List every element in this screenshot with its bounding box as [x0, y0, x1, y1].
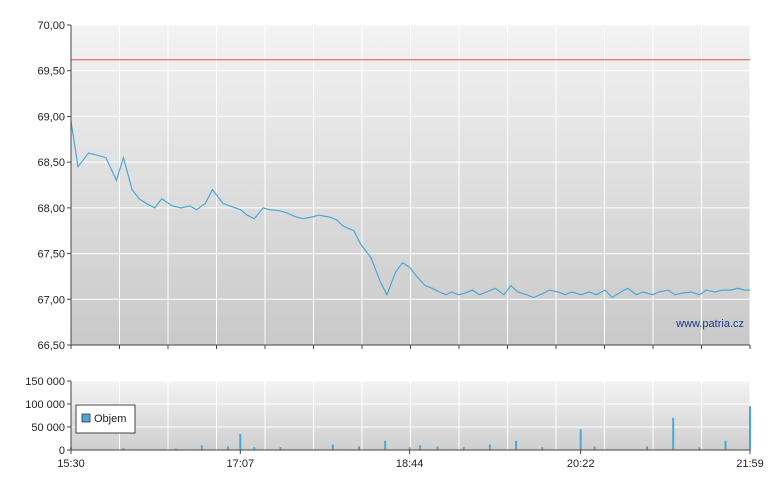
volume-bar [488, 444, 491, 450]
volume-bars [70, 406, 751, 450]
volume-bar [515, 440, 518, 450]
volume-bar [672, 417, 675, 450]
volume-bar [200, 445, 203, 450]
volume-bar [646, 446, 649, 450]
legend-box: Objem [75, 404, 136, 434]
volume-bar [331, 444, 334, 450]
volume-x-tick-label: 17:07 [227, 458, 255, 470]
volume-bar [541, 447, 544, 450]
legend-label: Objem [94, 413, 126, 425]
legend-swatch [81, 413, 91, 423]
volume-bar [174, 448, 177, 450]
volume-bar [698, 447, 701, 450]
volume-y-axis: 150 000 100 000 50 000 0 [25, 376, 71, 457]
volume-bar [462, 447, 465, 450]
volume-x-tick-label: 18:44 [396, 458, 424, 470]
price-series-line [70, 120, 750, 299]
volume-bar [384, 440, 387, 450]
price-grid [71, 24, 751, 346]
volume-bar [253, 447, 256, 450]
volume-y-tick-label: 100 000 [25, 399, 65, 411]
price-y-tick-label: 68,00 [37, 203, 65, 215]
volume-bar [436, 446, 439, 450]
volume-bar [724, 440, 727, 450]
volume-x-tick-label: 20:22 [567, 458, 595, 470]
volume-bar [749, 406, 751, 450]
volume-y-tick-label: 50 000 [31, 422, 65, 434]
price-x-ticks [70, 345, 751, 349]
volume-y-tick-label: 0 [59, 445, 65, 457]
price-y-tick-label: 69,50 [37, 66, 65, 78]
price-y-tick-label: 67,00 [37, 294, 65, 306]
volume-bar [358, 446, 361, 450]
volume-bar [579, 429, 582, 450]
volume-bar [227, 446, 230, 450]
price-y-tick-label: 67,50 [37, 249, 65, 261]
volume-bar [593, 446, 596, 450]
volume-bar [239, 433, 242, 450]
volume-bar [122, 448, 125, 450]
volume-x-axis: 15:30 17:07 18:44 20:22 21:59 [57, 450, 764, 470]
volume-x-tick-label: 21:59 [736, 458, 764, 470]
price-y-tick-label: 66,50 [37, 340, 65, 352]
volume-x-tick-label: 15:30 [57, 458, 85, 470]
volume-bar [279, 447, 282, 450]
volume-y-tick-label: 150 000 [25, 376, 65, 388]
price-y-tick-label: 68,50 [37, 157, 65, 169]
price-y-tick-label: 69,00 [37, 111, 65, 123]
price-y-tick-label: 70,00 [37, 20, 65, 32]
price-y-axis: 70,00 69,50 69,00 68,50 68,00 67,50 67,00 66,50 [37, 20, 71, 352]
watermark-text: www.patria.cz [675, 318, 744, 330]
volume-bar [419, 445, 422, 450]
volume-bar [408, 447, 411, 450]
